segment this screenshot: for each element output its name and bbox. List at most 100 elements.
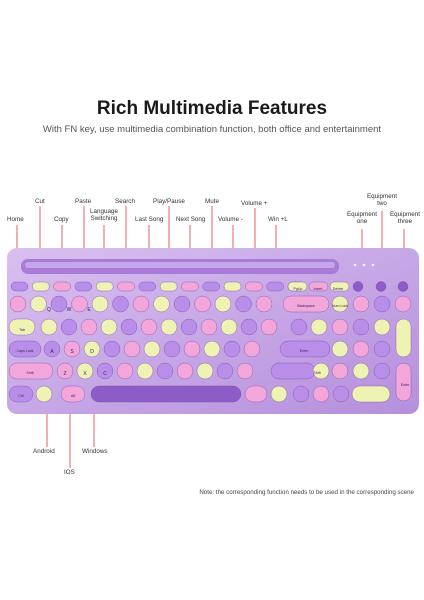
- number-row-key: [71, 295, 88, 313]
- key-d-label: D: [90, 349, 94, 355]
- key-shift-right: [270, 362, 316, 380]
- label-search: Search: [115, 198, 135, 205]
- letter-key: [220, 318, 238, 336]
- label-mute: Mute: [205, 198, 219, 205]
- function-key: [10, 281, 29, 292]
- numpad-zero-key: [351, 385, 391, 403]
- letter-key: [196, 362, 214, 380]
- letter-key: [223, 340, 241, 358]
- key-caps-lock: [8, 340, 42, 358]
- page-title: Rich Multimedia Features: [96, 98, 328, 119]
- key-numpad-enter-label: Enter: [401, 383, 410, 387]
- numpad-key: [352, 295, 370, 313]
- function-key: [138, 281, 157, 292]
- function-key: [32, 281, 50, 292]
- key-c-label: C: [103, 371, 107, 377]
- numpad-key: [373, 318, 391, 336]
- number-row-key: [132, 295, 150, 313]
- letter-key: [180, 318, 198, 336]
- key-backspace-label: Backspace: [297, 304, 315, 308]
- key-delete: [329, 281, 350, 292]
- label-equipment-one: Equipment one: [346, 211, 378, 226]
- key-numpad-enter: [395, 362, 412, 402]
- function-key: [74, 281, 93, 292]
- numpad-key: [331, 340, 349, 358]
- arrow-down-key: [312, 385, 330, 403]
- key-e-label: E: [87, 307, 91, 313]
- letter-key: [60, 318, 78, 336]
- letter-key: [80, 318, 98, 336]
- numpad-key: [331, 318, 349, 336]
- keyboard-illustration: PgUp Insert Delete Backspace Num Lock Ta…: [7, 248, 419, 414]
- letter-key: [116, 362, 134, 380]
- equipment-three-key: [397, 281, 409, 292]
- number-row-key: [30, 295, 47, 313]
- letter-key: [96, 362, 114, 380]
- numpad-key: [352, 362, 370, 380]
- key-ctrl-label: Ctrl: [18, 394, 24, 398]
- label-win-l: Win +L: [268, 216, 288, 223]
- label-home: Home: [7, 216, 24, 223]
- key-backspace: [282, 295, 330, 313]
- letter-key: [156, 362, 174, 380]
- label-ios: IOS: [64, 469, 75, 476]
- label-copy: Copy: [54, 216, 69, 223]
- key-enter-label: Enter: [300, 349, 309, 353]
- function-key: [95, 281, 114, 292]
- letter-key: [216, 362, 234, 380]
- letter-key: [176, 362, 194, 380]
- key-tab-label: Tab: [19, 328, 25, 332]
- label-next-song: Next Song: [176, 216, 206, 223]
- letter-key: [240, 318, 258, 336]
- letter-key: [236, 362, 254, 380]
- numpad-key: [394, 295, 412, 313]
- key-alt-label: Alt: [71, 394, 75, 398]
- number-row-key: [91, 295, 109, 313]
- number-row-key: [9, 295, 27, 313]
- letter-key: [103, 340, 121, 358]
- function-key: [266, 281, 284, 292]
- numpad-key: [352, 340, 370, 358]
- number-row-key: [255, 295, 273, 313]
- key-num-lock: [331, 295, 349, 313]
- key-q-label: Q: [47, 307, 51, 313]
- letter-key: [136, 362, 154, 380]
- label-android: Android: [33, 448, 55, 455]
- footnote: Note: the corresponding function needs t…: [199, 489, 414, 496]
- arrow-up-key: [312, 362, 330, 380]
- label-volume-plus: Volume +: [241, 200, 268, 207]
- letter-key: [183, 340, 201, 358]
- label-cut: Cut: [35, 198, 45, 205]
- key-w-label: W: [67, 307, 72, 313]
- letter-key: [83, 340, 101, 358]
- key-insert-label: Insert: [314, 287, 323, 291]
- page-subtitle: With FN key, use multimedia combination …: [42, 124, 382, 135]
- function-key: [181, 281, 199, 292]
- label-volume-minus: Volume -: [218, 216, 243, 223]
- arrow-left-key: [292, 385, 310, 403]
- space-bar: [90, 385, 242, 403]
- key-alt: [60, 385, 86, 403]
- key-a-label: A: [50, 349, 54, 355]
- letter-key: [290, 318, 308, 336]
- function-key: [53, 281, 71, 292]
- key-x-label: X: [83, 371, 87, 377]
- letter-key: [120, 318, 138, 336]
- function-key: [245, 281, 263, 292]
- function-key: [202, 281, 220, 292]
- number-row-key: [50, 295, 68, 313]
- numpad-key: [352, 318, 370, 336]
- letter-key: [56, 362, 74, 380]
- key-shift-left-label: Shift: [26, 371, 33, 375]
- label-windows: Windows: [82, 448, 108, 455]
- label-equipment-two: Equipment two: [366, 193, 398, 208]
- letter-key: [163, 340, 181, 358]
- key-shift-right-label: Shift: [313, 371, 320, 375]
- key-insert: [308, 281, 329, 292]
- letter-key: [40, 318, 58, 336]
- number-row-key: [112, 295, 129, 313]
- key-num-lock-label: Num Lock: [332, 304, 348, 308]
- function-key: [159, 281, 178, 292]
- letter-key: [43, 340, 61, 358]
- label-paste: Paste: [75, 198, 92, 205]
